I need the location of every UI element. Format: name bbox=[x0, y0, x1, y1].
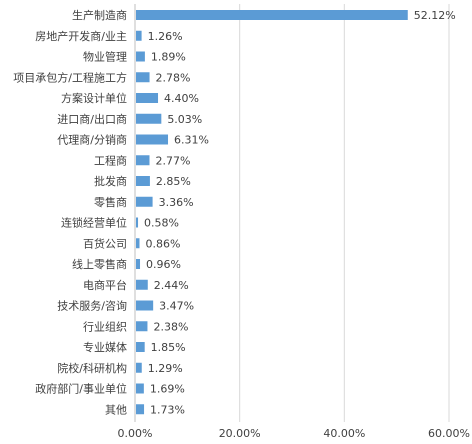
value-label: 1.89% bbox=[151, 51, 186, 64]
category-labels: 生产制造商房地产开发商/业主物业管理项目承包方/工程施工方方案设计单位进口商/出… bbox=[13, 8, 127, 416]
x-tick-label: 0.00% bbox=[118, 427, 153, 440]
bar bbox=[136, 321, 148, 332]
category-label: 方案设计单位 bbox=[61, 91, 127, 105]
category-label: 项目承包方/工程施工方 bbox=[13, 70, 127, 84]
category-label: 其他 bbox=[105, 403, 127, 416]
category-label: 工程商 bbox=[94, 153, 127, 167]
value-label: 1.69% bbox=[150, 383, 185, 396]
value-label: 2.44% bbox=[154, 279, 189, 292]
value-label: 0.86% bbox=[146, 237, 181, 250]
category-label: 院校/科研机构 bbox=[57, 361, 127, 375]
value-label: 6.31% bbox=[174, 134, 209, 147]
x-tick-label: 60.00% bbox=[428, 427, 470, 440]
value-label: 5.03% bbox=[167, 113, 202, 126]
bar bbox=[136, 93, 159, 103]
category-label: 百货公司 bbox=[83, 236, 127, 250]
bar bbox=[136, 259, 141, 269]
grid-lines bbox=[239, 4, 450, 422]
category-label: 批发商 bbox=[94, 174, 127, 188]
value-label: 1.26% bbox=[148, 30, 183, 43]
value-label: 2.77% bbox=[155, 154, 190, 167]
category-label: 行业组织 bbox=[83, 319, 127, 333]
x-tick-label: 20.00% bbox=[219, 427, 261, 440]
value-label: 0.96% bbox=[146, 258, 181, 271]
category-label: 电商平台 bbox=[83, 278, 127, 292]
bar bbox=[136, 404, 145, 415]
category-label: 技术服务/咨询 bbox=[57, 299, 127, 313]
category-label: 代理商/分销商 bbox=[57, 133, 127, 147]
x-tick-labels: 0.00% 20.00% 40.00% 60.00% bbox=[118, 427, 470, 440]
category-label: 房地产开发商/业主 bbox=[35, 29, 127, 43]
bar bbox=[136, 383, 144, 394]
bar bbox=[136, 134, 169, 145]
bars bbox=[136, 10, 408, 415]
value-label: 1.29% bbox=[148, 362, 183, 375]
bar bbox=[136, 342, 145, 352]
value-label: 3.36% bbox=[159, 196, 194, 209]
value-label: 52.12% bbox=[414, 9, 456, 22]
bar bbox=[136, 176, 150, 186]
category-label: 线上零售商 bbox=[72, 257, 127, 271]
bar bbox=[136, 362, 142, 373]
value-label: 2.38% bbox=[153, 320, 188, 333]
value-label: 0.58% bbox=[144, 217, 179, 230]
bar bbox=[136, 217, 139, 228]
category-label: 生产制造商 bbox=[72, 8, 127, 22]
bar bbox=[136, 155, 150, 166]
bar bbox=[136, 196, 153, 207]
category-label: 政府部门/事业单位 bbox=[35, 382, 127, 396]
category-label: 专业媒体 bbox=[83, 340, 127, 354]
value-label: 3.47% bbox=[159, 300, 194, 313]
bar bbox=[136, 238, 140, 249]
bar bbox=[136, 10, 408, 20]
category-label: 进口商/出口商 bbox=[57, 112, 127, 126]
value-label: 1.73% bbox=[150, 403, 185, 416]
bar bbox=[136, 72, 150, 83]
value-label: 4.40% bbox=[164, 92, 199, 105]
value-labels: 52.12% 1.26% 1.89% 2.78% 4.40% 5.03% 6.31% 2.77… bbox=[144, 9, 456, 416]
category-label: 物业管理 bbox=[83, 50, 127, 64]
bar bbox=[136, 51, 145, 62]
value-label: 2.78% bbox=[156, 71, 191, 84]
bar bbox=[136, 113, 162, 124]
category-label: 连锁经营单位 bbox=[61, 216, 127, 230]
value-label: 1.85% bbox=[151, 341, 186, 354]
category-label: 零售商 bbox=[94, 195, 127, 209]
value-label: 2.85% bbox=[156, 175, 191, 188]
bar bbox=[136, 279, 148, 290]
bar bbox=[136, 30, 142, 41]
x-tick-label: 40.00% bbox=[323, 427, 365, 440]
bar bbox=[136, 300, 154, 311]
